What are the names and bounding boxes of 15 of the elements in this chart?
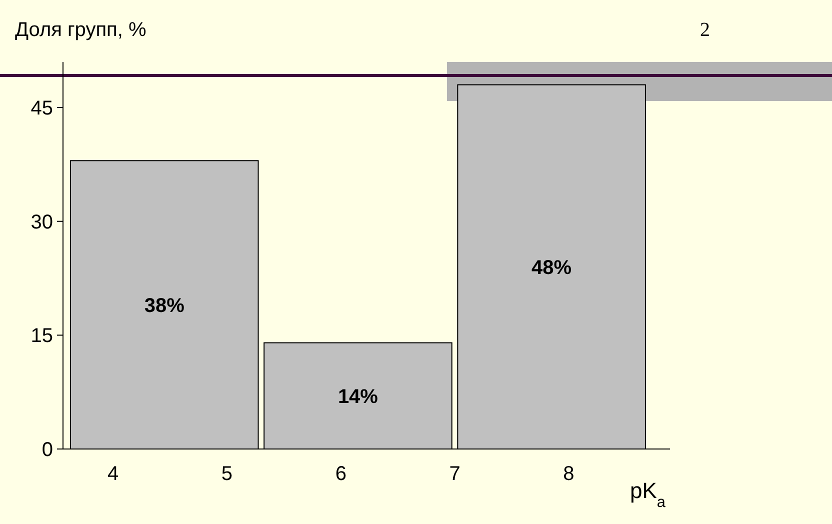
x-axis-title: pK$_{a}$ bbox=[630, 478, 666, 510]
data-label: 38% bbox=[144, 294, 185, 317]
x-tick-label: 4 bbox=[108, 463, 119, 485]
y-axis-title: Доля групп, % bbox=[15, 19, 146, 41]
y-tick-label: 15 bbox=[30, 325, 53, 348]
x-tick-label: 5 bbox=[221, 463, 233, 485]
y-tick-label: 30 bbox=[30, 211, 53, 234]
x-tick-label: 7 bbox=[449, 463, 460, 485]
data-label: 48% bbox=[532, 256, 572, 279]
text: 2 bbox=[700, 19, 710, 41]
y-tick-label: 0 bbox=[42, 439, 53, 461]
data-label: 14% bbox=[338, 386, 378, 408]
x-tick-label: 8 bbox=[563, 463, 574, 485]
x-tick-label: 6 bbox=[335, 463, 346, 485]
y-tick-label: 45 bbox=[30, 98, 53, 120]
